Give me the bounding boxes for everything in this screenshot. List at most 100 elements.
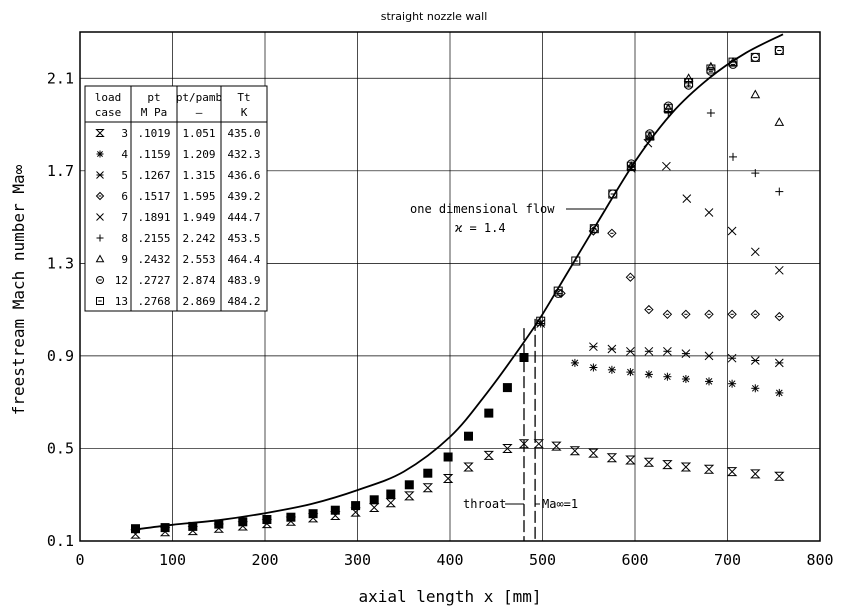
series-4-point bbox=[570, 358, 579, 367]
series-3-point bbox=[237, 521, 249, 531]
legend-marker-8 bbox=[96, 234, 104, 242]
legend-ratio: 1.051 bbox=[182, 127, 215, 140]
series-5-point bbox=[750, 356, 760, 365]
series-4-point bbox=[663, 372, 672, 381]
series-5-point bbox=[536, 319, 546, 328]
annotations: one dimensional flow ϰ = 1.4 throat Ma∞=1 bbox=[410, 202, 604, 511]
x-tick-label: 800 bbox=[806, 551, 833, 569]
upstream-data-point bbox=[330, 505, 340, 515]
legend-tt: 432.3 bbox=[227, 148, 260, 161]
series-5-point bbox=[644, 346, 654, 356]
series-3-point bbox=[726, 467, 738, 477]
series-13-point bbox=[684, 78, 694, 88]
upstream-data-point bbox=[464, 431, 473, 441]
legend-case: 3 bbox=[121, 127, 128, 140]
legend-marker-4 bbox=[96, 150, 104, 158]
series-5-point bbox=[589, 342, 598, 352]
legend-pt: .1159 bbox=[137, 148, 170, 161]
y-tick-label: 0.5 bbox=[47, 439, 74, 457]
kappa-label: ϰ = 1.4 bbox=[455, 221, 506, 235]
series-3-point bbox=[551, 441, 562, 451]
legend-tt: 439.2 bbox=[227, 190, 260, 203]
upstream-data-point bbox=[386, 489, 396, 499]
legend-case: 9 bbox=[121, 253, 128, 266]
series-3-point bbox=[643, 457, 655, 467]
series-3-point bbox=[213, 523, 225, 533]
legend-case: 12 bbox=[115, 274, 128, 287]
series-3-point bbox=[588, 448, 599, 458]
y-tick-label: 1.7 bbox=[47, 162, 74, 180]
series-3-point bbox=[625, 455, 636, 465]
series-5-point bbox=[727, 353, 737, 363]
series-13-point bbox=[645, 131, 655, 141]
legend-pt: .2155 bbox=[137, 232, 170, 245]
y-tick-label: 1.3 bbox=[47, 254, 74, 272]
legend-tt: 464.4 bbox=[227, 253, 260, 266]
series-3-point bbox=[159, 527, 171, 537]
legend-ratio: 2.874 bbox=[182, 274, 215, 287]
x-tick-label: 400 bbox=[436, 551, 463, 569]
x-tick-label: 0 bbox=[75, 551, 84, 569]
legend-frame bbox=[84, 85, 268, 312]
throat-markers bbox=[523, 318, 536, 541]
legend-pt: .1517 bbox=[137, 190, 170, 203]
x-tick-label: 600 bbox=[621, 551, 648, 569]
legend-header: pt/pamb bbox=[176, 91, 222, 104]
legend-header: M Pa bbox=[141, 106, 168, 119]
series-9-point bbox=[774, 117, 785, 126]
series-5-point bbox=[774, 358, 784, 368]
legend-header: Tt bbox=[237, 91, 250, 104]
throat-label: throat bbox=[463, 497, 506, 511]
series-3-point bbox=[285, 516, 297, 526]
legend-pt: .1019 bbox=[137, 127, 170, 140]
series-8-point bbox=[775, 187, 784, 196]
series-3-point bbox=[774, 471, 785, 481]
series-13-point bbox=[589, 224, 599, 234]
series-6-point bbox=[607, 228, 617, 239]
one-dimensional-flow-line bbox=[135, 33, 784, 531]
plot-frame bbox=[79, 31, 821, 542]
series-4-point bbox=[728, 379, 737, 388]
series-13-point bbox=[626, 161, 636, 171]
legend-marker-3 bbox=[95, 129, 105, 137]
legend-ratio: 1.209 bbox=[182, 148, 215, 161]
legend-pt: .1267 bbox=[137, 169, 170, 182]
legend-header: load bbox=[95, 91, 122, 104]
ma-one-label: Ma∞=1 bbox=[542, 497, 578, 511]
series-3-point bbox=[442, 474, 454, 483]
series-3-point bbox=[330, 511, 341, 520]
series-13-point bbox=[536, 316, 546, 326]
y-tick-label: 2.1 bbox=[47, 69, 74, 87]
y-tick-label: 0.1 bbox=[47, 532, 74, 550]
series-6-point bbox=[644, 304, 654, 315]
legend-table: load case pt M Pa pt/pamb — Tt K 3 .1019 1.051 435.… bbox=[84, 85, 268, 312]
series-3-point bbox=[662, 460, 673, 470]
series-5-point bbox=[607, 344, 617, 354]
series-6-point bbox=[727, 309, 737, 320]
series-8-point bbox=[751, 169, 760, 178]
series-7-point bbox=[727, 226, 737, 236]
legend-header: K bbox=[241, 106, 248, 119]
series-3-point bbox=[463, 462, 474, 472]
x-tick-label: 300 bbox=[344, 551, 371, 569]
legend-tt: 483.9 bbox=[227, 274, 260, 287]
upstream-data-point bbox=[502, 383, 512, 393]
series-6-point bbox=[681, 309, 691, 320]
data-markers bbox=[130, 46, 785, 539]
series-3-point bbox=[368, 503, 380, 512]
legend-ratio: 1.949 bbox=[182, 211, 215, 224]
y-tick-label: 0.9 bbox=[47, 347, 74, 365]
series-7-point bbox=[774, 265, 784, 275]
series-7-point bbox=[682, 194, 692, 203]
legend-pt: .2727 bbox=[137, 274, 170, 287]
legend-ratio: 2.869 bbox=[182, 295, 215, 308]
series-13-point bbox=[706, 64, 716, 74]
series-5-point bbox=[663, 346, 672, 356]
series-9-point bbox=[706, 61, 716, 71]
series-13-point bbox=[750, 52, 760, 62]
legend-case: 8 bbox=[121, 232, 128, 245]
series-3-point bbox=[130, 529, 141, 539]
series-3-point bbox=[307, 513, 319, 523]
x-tick-label: 500 bbox=[529, 551, 556, 569]
